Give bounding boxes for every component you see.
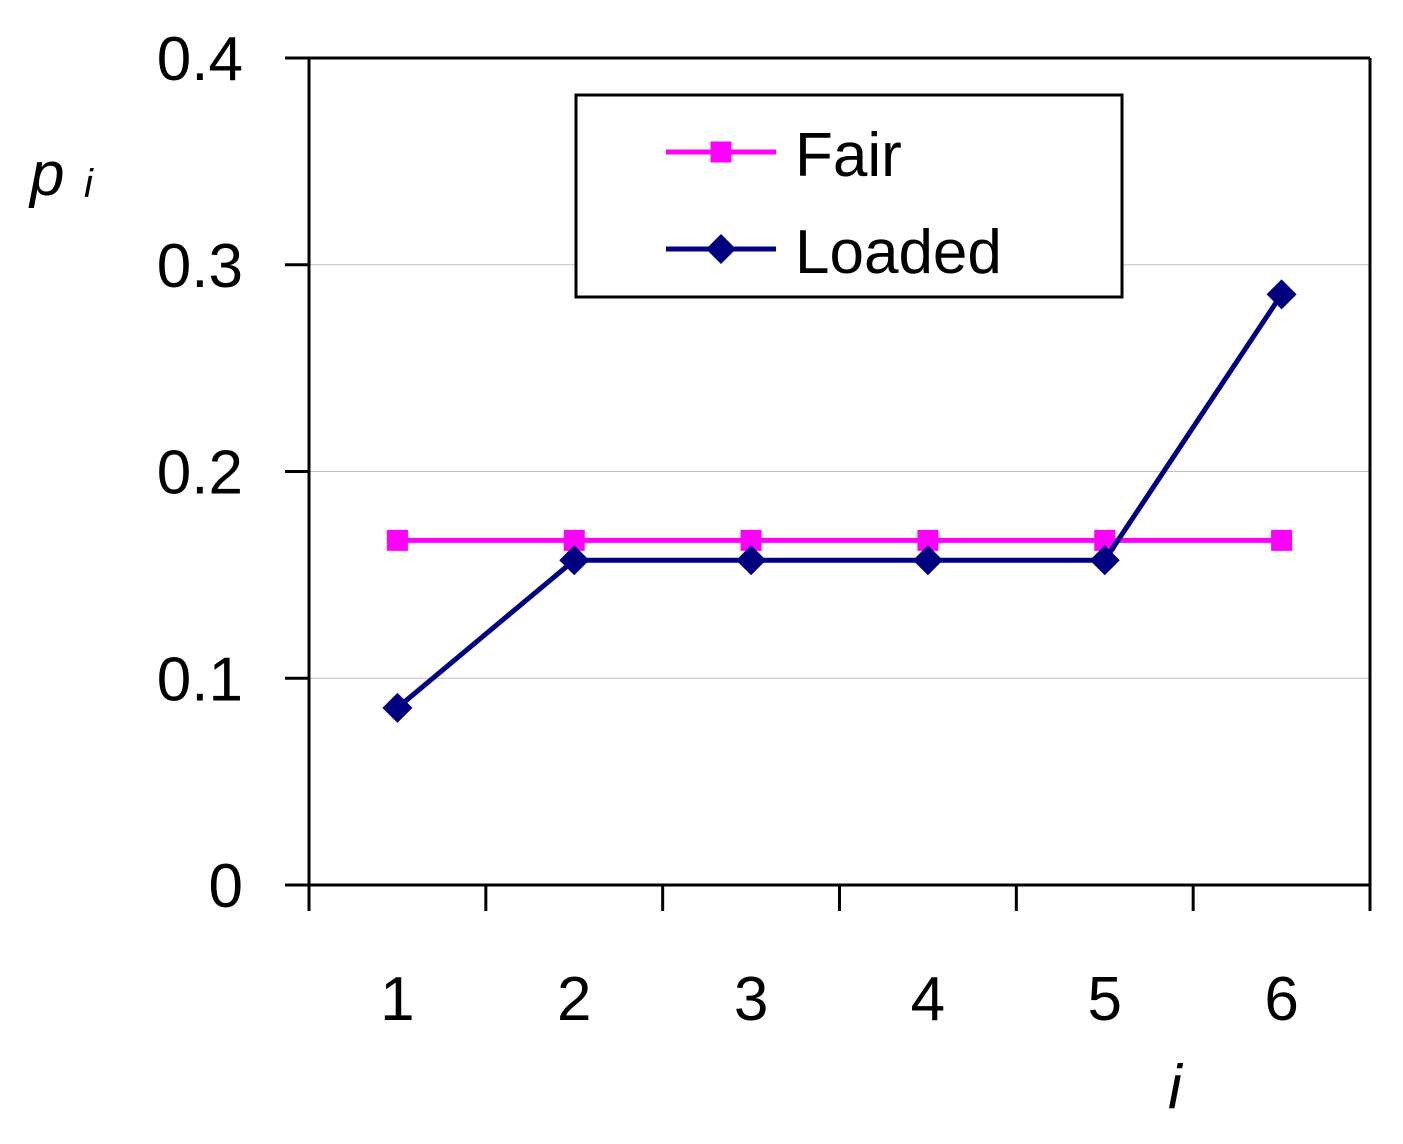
series-fair-point-3 [740,529,762,551]
series-loaded-point-6 [1266,279,1297,310]
y-tick-label-2: 0.2 [157,439,243,508]
x-tick-label-3: 4 [911,965,945,1034]
x-tick-label-1: 2 [557,965,591,1034]
series-loaded-point-3 [736,545,767,576]
x-tick-label-5: 6 [1264,965,1298,1034]
y-tick-label-0: 0 [209,852,243,921]
y-axis-ticks: 0 0.1 0.2 0.3 0.4 [157,25,309,921]
legend-box [574,93,1124,299]
series-fair [386,529,1293,551]
x-axis-ticks: 1 2 3 4 5 6 [307,885,1372,1034]
legend-loaded-marker [706,234,736,264]
y-axis-label-subscript: i [84,162,94,206]
series-fair-point-1 [386,529,408,551]
series-loaded [382,279,1297,723]
series-loaded-point-1 [382,692,413,723]
series-loaded-line [395,292,1284,710]
y-axis-label: p [28,140,64,209]
legend: Fair Loaded [574,93,1124,299]
y-tick-label-3: 0.3 [157,232,243,301]
x-tick-label-4: 5 [1088,965,1122,1034]
legend-loaded-label: Loaded [795,218,1002,287]
x-axis-label: i [1168,1053,1184,1122]
series-fair-point-2 [563,529,585,551]
legend-fair-marker [710,141,732,163]
series-loaded-point-5 [1089,545,1120,576]
series-layer [382,279,1297,723]
series-loaded-point-2 [559,545,590,576]
series-fair-point-5 [1094,529,1116,551]
y-tick-label-4: 0.4 [157,25,243,94]
legend-fair-label: Fair [795,121,902,190]
x-tick-label-0: 1 [380,965,414,1034]
series-fair-point-4 [917,529,939,551]
gridlines [309,264,1370,679]
series-loaded-point-4 [912,545,943,576]
x-tick-label-2: 3 [734,965,768,1034]
series-fair-point-6 [1271,529,1293,551]
y-tick-label-1: 0.1 [157,645,243,714]
